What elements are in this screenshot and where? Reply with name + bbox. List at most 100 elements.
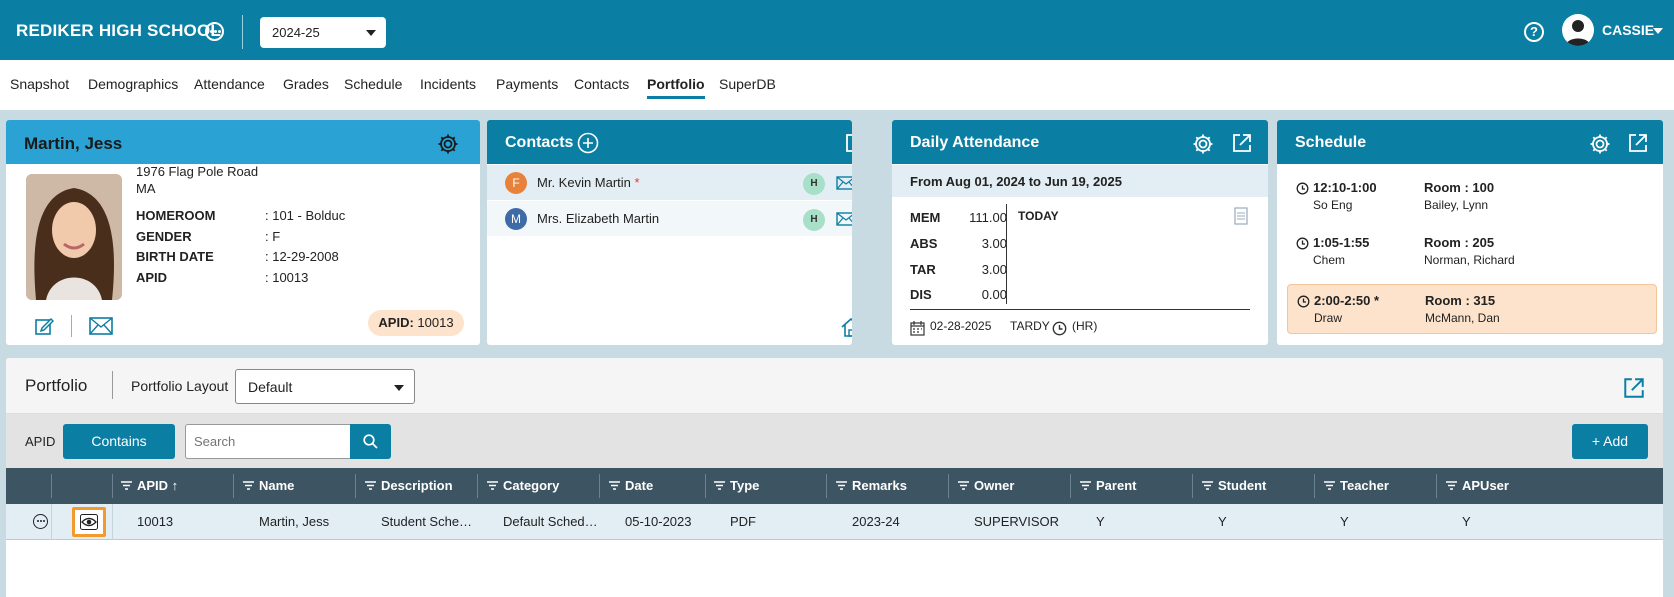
filter-icon[interactable] [958, 481, 969, 490]
contact-name[interactable]: Mr. Kevin Martin * [537, 175, 640, 190]
help-icon[interactable]: ? [1524, 22, 1544, 42]
add-contact-icon[interactable] [577, 132, 599, 154]
filter-icon[interactable] [609, 481, 620, 490]
tab-grades[interactable]: Grades [283, 76, 329, 92]
add-button[interactable]: + Add [1572, 424, 1648, 459]
school-more-icon[interactable] [205, 22, 224, 41]
birth-date-value: : 12-29-2008 [265, 249, 339, 264]
tab-portfolio[interactable]: Portfolio [647, 76, 705, 99]
year-select[interactable]: 2024-25 [260, 17, 386, 48]
view-document-button[interactable] [72, 507, 106, 537]
filter-icon[interactable] [365, 481, 376, 490]
household-icon[interactable] [840, 317, 852, 337]
filter-icon[interactable] [243, 481, 254, 490]
last-attendance-date: 02-28-2025 [930, 319, 992, 333]
popout-icon[interactable] [1231, 132, 1253, 154]
schedule-time: 1:05-1:55 [1313, 235, 1370, 250]
user-avatar[interactable] [1562, 14, 1594, 46]
filter-icon[interactable] [1202, 481, 1213, 490]
filter-icon[interactable] [714, 481, 725, 490]
column-header-owner[interactable]: Owner [974, 478, 1015, 493]
contacts-card-header: Contacts [487, 120, 852, 164]
schedule-course: Chem [1313, 253, 1346, 267]
row-actions-icon[interactable] [33, 514, 48, 529]
apid-badge: APID: 10013 [368, 310, 464, 336]
column-header-student[interactable]: Student [1218, 478, 1267, 493]
mail-icon[interactable] [89, 317, 113, 335]
tab-incidents[interactable]: Incidents [420, 76, 477, 92]
contact-name[interactable]: Mrs. Elizabeth Martin [537, 211, 660, 226]
search-input[interactable] [185, 424, 351, 459]
tab-payments[interactable]: Payments [496, 76, 559, 92]
filter-icon[interactable] [1446, 481, 1457, 490]
main-nav: Snapshot Demographics Attendance Grades … [0, 60, 1674, 110]
popout-icon[interactable] [1627, 132, 1649, 154]
schedule-item[interactable]: 1:05-1:55 Chem Room : 205 Norman, Richar… [1287, 227, 1657, 277]
clock-icon [1052, 321, 1067, 336]
schedule-title: Schedule [1295, 134, 1367, 151]
edit-icon[interactable] [34, 316, 54, 336]
school-name[interactable]: REDIKER HIGH SCHOOL [16, 21, 221, 40]
filter-icon[interactable] [1080, 481, 1091, 490]
portfolio-layout-select[interactable]: Default [235, 369, 415, 404]
mem-label: MEM [910, 210, 941, 225]
column-separator [112, 474, 113, 498]
schedule-room: Room : 315 [1425, 293, 1496, 308]
filter-icon[interactable] [836, 481, 847, 490]
column-separator [233, 474, 234, 498]
user-menu-caret-icon[interactable] [1653, 28, 1663, 34]
top-header: REDIKER HIGH SCHOOL 2024-25 ? CASSIE [0, 0, 1674, 60]
schedule-room: Room : 100 [1424, 180, 1495, 195]
filter-icon[interactable] [487, 481, 498, 490]
column-header-date[interactable]: Date [625, 478, 654, 493]
portfolio-layout-label: Portfolio Layout [131, 378, 229, 394]
column-separator [1070, 474, 1071, 498]
contact-row[interactable]: F Mr. Kevin Martin * H [487, 165, 852, 200]
table-row[interactable]: 10013 Martin, Jess Student Sche… Default… [6, 504, 1663, 540]
popout-icon[interactable] [1622, 376, 1646, 400]
mail-icon[interactable] [836, 212, 852, 226]
column-header-teacher[interactable]: Teacher [1340, 478, 1389, 493]
action-divider [71, 315, 72, 337]
tab-attendance[interactable]: Attendance [194, 76, 265, 92]
gear-icon[interactable] [436, 132, 460, 156]
filter-icon[interactable] [1324, 481, 1335, 490]
portfolio-title: Portfolio [25, 376, 88, 395]
tab-superdb[interactable]: SuperDB [719, 76, 776, 92]
eye-icon [80, 514, 98, 530]
search-button[interactable] [350, 424, 391, 459]
header-divider [242, 15, 243, 49]
schedule-time: 12:10-1:00 [1313, 180, 1377, 195]
tab-schedule[interactable]: Schedule [344, 76, 403, 92]
mail-icon[interactable] [836, 176, 852, 190]
column-header-type[interactable]: Type [730, 478, 760, 493]
column-header-name[interactable]: Name [259, 478, 295, 493]
tar-label: TAR [910, 262, 936, 277]
note-icon[interactable] [1234, 207, 1248, 225]
portfolio-layout-value: Default [248, 379, 293, 395]
schedule-item[interactable]: 12:10-1:00 So Eng Room : 100 Bailey, Lyn… [1287, 172, 1657, 222]
column-header-parent[interactable]: Parent [1096, 478, 1137, 493]
contact-row[interactable]: M Mrs. Elizabeth Martin H [487, 201, 852, 236]
column-header-remarks[interactable]: Remarks [852, 478, 907, 493]
address-line-2: MA [136, 181, 156, 196]
filter-icon[interactable] [121, 481, 132, 490]
column-header-category[interactable]: Category [503, 478, 560, 493]
tab-demographics[interactable]: Demographics [88, 76, 179, 92]
apid-label: APID [136, 270, 168, 285]
column-separator [1436, 474, 1437, 498]
column-separator [51, 504, 52, 540]
filter-operator-button[interactable]: Contains [63, 424, 175, 459]
user-name[interactable]: CASSIE [1602, 22, 1655, 38]
gear-icon[interactable] [1191, 132, 1215, 156]
schedule-item-current[interactable]: 2:00-2:50 * Draw Room : 315 McMann, Dan [1287, 284, 1657, 334]
column-header-apuser[interactable]: APUser [1462, 478, 1509, 493]
popout-icon[interactable] [844, 132, 852, 154]
caret-down-icon [366, 30, 376, 36]
column-header-description[interactable]: Description [381, 478, 453, 493]
gear-icon[interactable] [1588, 132, 1612, 156]
tab-snapshot[interactable]: Snapshot [10, 76, 70, 92]
column-separator [1314, 474, 1315, 498]
column-header-apid[interactable]: APID ↑ [137, 478, 179, 493]
tab-contacts[interactable]: Contacts [574, 76, 630, 92]
